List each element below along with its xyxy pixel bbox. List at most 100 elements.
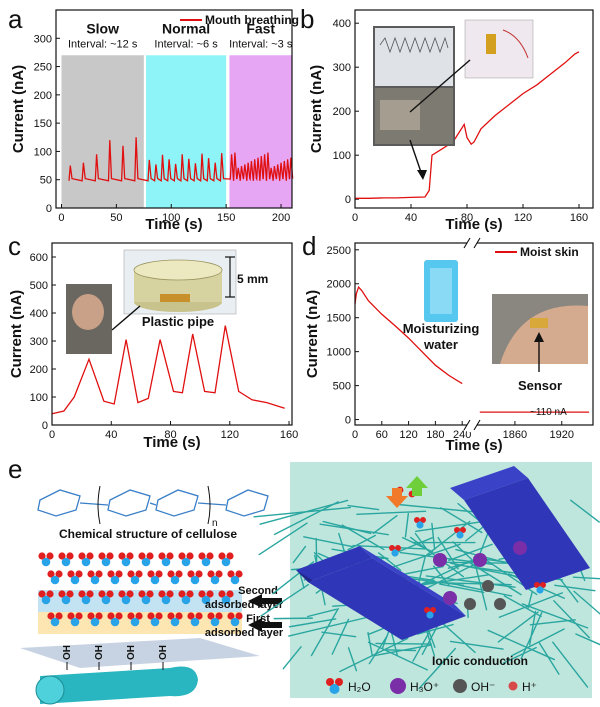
y-tick-label-c: 500 <box>30 280 48 292</box>
y-tick-label-a: 200 <box>34 90 52 102</box>
arrowhead-b2 <box>417 170 427 180</box>
x-tick-label-a: 100 <box>162 212 180 224</box>
axes-frame-b <box>354 9 594 209</box>
y-tick-label-c: 100 <box>30 392 48 404</box>
photo-inset-wrist <box>492 294 588 364</box>
oh-label: OH <box>158 645 169 660</box>
region-normal <box>146 55 227 208</box>
y-tick-label-c: 400 <box>30 308 48 320</box>
axis-break-bottom <box>467 418 477 432</box>
legend-h3o <box>390 678 406 694</box>
x-tick-label-a: 150 <box>217 212 235 224</box>
region-title-normal: Normal <box>162 20 210 36</box>
panel-label-a: a <box>8 4 23 34</box>
series-line-mouth-breathing <box>68 137 294 182</box>
chart-b: 0 40 80 120 160 0 100 200 300 400 Time (s) Curren… <box>308 9 594 233</box>
legend-label-h2o: H₂O <box>348 680 371 694</box>
y-tick-label-a: 100 <box>34 146 52 158</box>
y-tick-label-a: 50 <box>40 175 52 187</box>
y-axis-label-b: Current (nA) <box>308 65 325 153</box>
series-line-d-left <box>354 285 463 385</box>
y-axis-label-a: Current (nA) <box>10 65 27 153</box>
series-line-b <box>355 51 580 199</box>
x-tick-label-a: 0 <box>58 212 64 224</box>
x-tick-label-c: 80 <box>164 429 176 441</box>
oh-label: OH <box>126 645 137 660</box>
y-tick-label-b: 300 <box>333 62 351 74</box>
axis-break-top <box>467 236 477 250</box>
x-tick-label-b: 120 <box>514 212 532 224</box>
series-line-c <box>51 325 285 415</box>
arrow-down <box>386 488 408 508</box>
subscript-n: n <box>212 518 218 529</box>
structure-caption: Chemical structure of cellulose <box>59 527 237 541</box>
y-tick-label-a: 150 <box>34 118 52 130</box>
region-interval-slow: Interval: ~12 s <box>68 38 138 50</box>
hydroxyl-groups: OH OH OH OH <box>62 645 169 670</box>
legend-label-d: Moist skin <box>520 245 579 259</box>
region-fast <box>229 55 292 208</box>
photo-inset-setup <box>373 26 455 146</box>
y-tick-label-b: 0 <box>345 194 351 206</box>
cellulose-fiber-tube <box>40 666 198 704</box>
region-interval-fast: Interval: ~3 s <box>229 38 293 50</box>
region-slow <box>61 55 144 208</box>
bottle-label-line1: Moisturizing <box>403 321 480 336</box>
x-tick-label-b: 40 <box>405 212 417 224</box>
legend-h <box>508 681 518 691</box>
arrow-up <box>406 476 428 496</box>
y-axis-label-d: Current (nA) <box>304 290 321 378</box>
second-layer-label-1: Second <box>238 585 278 597</box>
y-tick-label-d: 2500 <box>327 245 351 257</box>
panel-label-e: e <box>8 454 22 484</box>
x-tick-label-d: 120 <box>399 429 417 441</box>
x-tick-label-b: 0 <box>352 212 358 224</box>
y-tick-label-c: 300 <box>30 336 48 348</box>
legend-label-a: Mouth breathing <box>205 13 299 27</box>
chart-c: 0 40 80 120 160 0 100 200 300 400 500 600 5 mm Plas… <box>8 242 298 451</box>
baseline-label: ~110 nA <box>530 407 567 418</box>
legend-label-h: H⁺ <box>522 680 537 694</box>
y-tick-label-d: 1500 <box>327 313 351 325</box>
x-tick-label-d: 180 <box>426 429 444 441</box>
electrode-right <box>450 466 528 500</box>
x-tick-label-d: 0 <box>352 429 358 441</box>
y-tick-label-a: 0 <box>46 203 52 215</box>
chart-a: Slow Interval: ~12 s Normal Interval: ~6 s F… <box>10 9 299 233</box>
water-bottle-image <box>424 260 458 322</box>
x-tick-label-d: 1920 <box>550 429 574 441</box>
x-tick-label-c: 120 <box>221 429 239 441</box>
x-axis-label-b: Time (s) <box>445 216 502 233</box>
pipe-label: Plastic pipe <box>142 314 214 329</box>
cellulose-structure <box>37 489 269 517</box>
schematic-e: n Chemical structure of cellulose Second… <box>20 462 600 705</box>
arrow-first-layer <box>248 618 282 632</box>
water-molecules-left <box>38 552 243 627</box>
y-tick-label-a: 250 <box>34 62 52 74</box>
first-layer-label-2: adsorbed layer <box>205 627 284 639</box>
x-tick-label-a: 200 <box>272 212 290 224</box>
y-axis-label-c: Current (nA) <box>8 290 25 378</box>
ions-right <box>389 486 546 619</box>
y-tick-label-c: 0 <box>42 420 48 432</box>
oh-label: OH <box>94 645 105 660</box>
x-tick-label-b: 80 <box>461 212 473 224</box>
y-tick-label-d: 1000 <box>327 347 351 359</box>
second-layer-label-2: adsorbed layer <box>205 599 284 611</box>
y-tick-label-d: 0 <box>345 415 351 427</box>
y-tick-label-d: 500 <box>333 381 351 393</box>
y-tick-label-d: 2000 <box>327 279 351 291</box>
ionic-conduction-label: Ionic conduction <box>432 654 528 668</box>
y-tick-label-b: 200 <box>333 106 351 118</box>
x-tick-label-d: 1860 <box>503 429 527 441</box>
photo-inset-sensor <box>464 19 534 79</box>
panel-label-c: c <box>8 231 21 261</box>
legend-label-h3o: H₃O⁺ <box>410 680 439 694</box>
legend-h2o <box>326 678 343 694</box>
callout-arrow-b1 <box>409 59 471 113</box>
x-tick-label-c: 40 <box>105 429 117 441</box>
y-tick-label-c: 600 <box>30 252 48 264</box>
fiber-base-plane <box>20 638 260 668</box>
x-tick-label-d: 240 <box>453 429 471 441</box>
